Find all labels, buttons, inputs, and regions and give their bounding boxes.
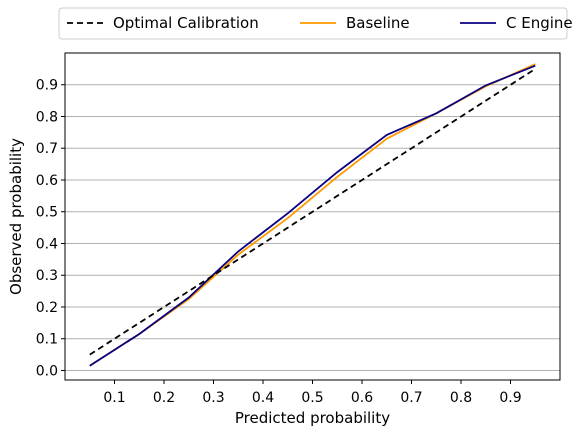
x-tick-label: 0.5	[301, 390, 323, 406]
y-tick-label: 0.0	[36, 363, 58, 379]
y-tick-label: 0.5	[36, 205, 58, 221]
x-tick-label: 0.2	[153, 390, 175, 406]
x-axis-ticks: 0.1 0.2 0.3 0.4 0.5 0.6 0.7 0.8 0.9	[103, 380, 522, 406]
y-tick-label: 0.2	[36, 300, 58, 316]
x-tick-label: 0.9	[499, 390, 521, 406]
y-tick-label: 0.8	[36, 109, 58, 125]
y-axis-label: Observed probability	[7, 138, 25, 295]
x-tick-label: 0.8	[450, 390, 472, 406]
x-tick-label: 0.1	[103, 390, 125, 406]
y-tick-label: 0.7	[36, 141, 58, 157]
series-lines	[89, 63, 536, 367]
x-axis-label: Predicted probability	[235, 409, 390, 427]
y-axis-ticks: 0.0 0.1 0.2 0.3 0.4 0.5 0.6 0.7 0.8 0.9	[36, 78, 65, 379]
x-tick-label: 0.7	[400, 390, 422, 406]
x-tick-label: 0.4	[252, 390, 274, 406]
y-tick-label: 0.3	[36, 268, 58, 284]
y-tick-label: 0.9	[36, 78, 58, 94]
x-tick-label: 0.6	[351, 390, 373, 406]
plot-frame	[64, 52, 561, 381]
legend-label-optimal-calibration: Optimal Calibration	[113, 14, 259, 32]
legend: Optimal Calibration Baseline C Engine	[58, 7, 573, 40]
grid-lines	[65, 84, 560, 371]
series-line-c-engine	[89, 64, 536, 367]
legend-label-baseline: Baseline	[346, 14, 410, 32]
series-line-optimal-calibration	[89, 68, 536, 356]
y-tick-label: 0.4	[36, 236, 58, 252]
y-tick-label: 0.1	[36, 332, 58, 348]
legend-label-c-engine: C Engine	[506, 14, 573, 32]
x-tick-label: 0.3	[202, 390, 224, 406]
y-tick-label: 0.6	[36, 173, 58, 189]
